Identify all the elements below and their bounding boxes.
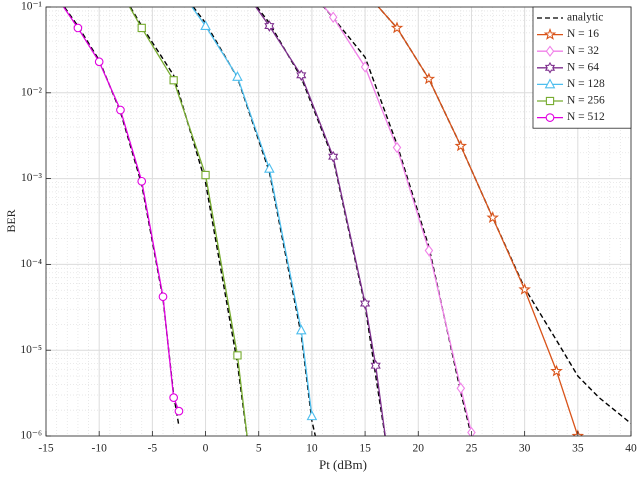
x-tick-label: -5 bbox=[148, 443, 158, 455]
marker bbox=[518, 282, 531, 295]
marker bbox=[454, 139, 468, 152]
x-tick-label: 5 bbox=[256, 443, 262, 455]
marker bbox=[545, 113, 555, 122]
marker bbox=[94, 57, 104, 67]
marker bbox=[158, 292, 168, 302]
series-line bbox=[377, 7, 579, 436]
marker bbox=[422, 72, 436, 85]
y-tick-label: 10⁻⁴ bbox=[20, 258, 42, 270]
marker bbox=[169, 393, 178, 402]
x-tick-label: 40 bbox=[625, 443, 637, 455]
x-axis-label: Pt (dBm) bbox=[319, 457, 367, 472]
plot bbox=[62, 7, 631, 450]
marker bbox=[424, 244, 434, 257]
marker bbox=[244, 441, 251, 448]
marker bbox=[328, 150, 339, 163]
marker bbox=[232, 70, 243, 81]
series-line bbox=[62, 7, 180, 412]
y-tick-label: 10⁻¹ bbox=[21, 1, 43, 13]
y-tick-label: 10⁻³ bbox=[21, 172, 43, 184]
marker bbox=[169, 76, 178, 85]
x-tick-label: 35 bbox=[572, 443, 584, 455]
x-tick-label: 0 bbox=[203, 443, 209, 455]
marker bbox=[174, 406, 184, 416]
marker bbox=[382, 440, 390, 450]
marker bbox=[392, 141, 402, 154]
marker bbox=[137, 176, 147, 186]
x-tick-label: 30 bbox=[519, 443, 531, 455]
marker bbox=[137, 23, 146, 33]
y-tick-label: 10⁻⁵ bbox=[20, 344, 42, 356]
series-line bbox=[191, 7, 313, 417]
marker bbox=[456, 382, 466, 394]
marker bbox=[264, 162, 275, 173]
x-tick-label: 10 bbox=[306, 443, 318, 455]
marker bbox=[390, 21, 404, 34]
marker bbox=[73, 23, 83, 33]
marker bbox=[370, 359, 381, 372]
legend: analytic N = 16 N = 32 N = 64 N = 128 N = 256… bbox=[532, 6, 632, 129]
marker bbox=[295, 324, 307, 335]
series-line bbox=[128, 7, 248, 436]
legend-label: N = 512 bbox=[567, 111, 605, 123]
legend-label: analytic bbox=[567, 12, 603, 24]
marker bbox=[486, 211, 499, 224]
legend-label: N = 32 bbox=[567, 45, 599, 57]
x-tick-label: 25 bbox=[466, 443, 478, 455]
x-tick-label: 20 bbox=[413, 443, 425, 455]
marker bbox=[200, 20, 211, 30]
marker bbox=[359, 297, 371, 310]
marker bbox=[201, 170, 210, 180]
marker bbox=[544, 78, 556, 89]
marker bbox=[545, 45, 555, 57]
x-tick-label: -15 bbox=[38, 443, 54, 455]
y-tick-label: 10⁻² bbox=[21, 86, 43, 98]
marker bbox=[545, 96, 555, 106]
marker bbox=[550, 364, 563, 377]
marker bbox=[544, 61, 556, 74]
y-axis-label: BER bbox=[4, 209, 18, 232]
marker bbox=[306, 410, 318, 421]
marker bbox=[328, 11, 338, 23]
marker bbox=[543, 28, 557, 40]
marker bbox=[360, 61, 370, 73]
y-tick-label: 10⁻⁶ bbox=[20, 430, 42, 442]
legend-label: N = 16 bbox=[567, 28, 599, 40]
axes: -15 -10 -5 0 5 10 15 20 25 30 35 40 10⁻⁶ 10⁻⁵ 10⁻⁴ 10⁻³… bbox=[20, 1, 637, 455]
marker bbox=[264, 20, 275, 32]
plot-frame bbox=[45, 6, 632, 437]
legend-label: N = 256 bbox=[567, 95, 605, 107]
marker bbox=[116, 105, 125, 115]
legend-label: N = 128 bbox=[567, 78, 605, 90]
x-tick-label: -10 bbox=[92, 443, 108, 455]
marker bbox=[233, 351, 242, 360]
marker bbox=[296, 69, 307, 82]
x-tick-label: 15 bbox=[359, 443, 371, 455]
legend-label: N = 64 bbox=[567, 61, 599, 73]
